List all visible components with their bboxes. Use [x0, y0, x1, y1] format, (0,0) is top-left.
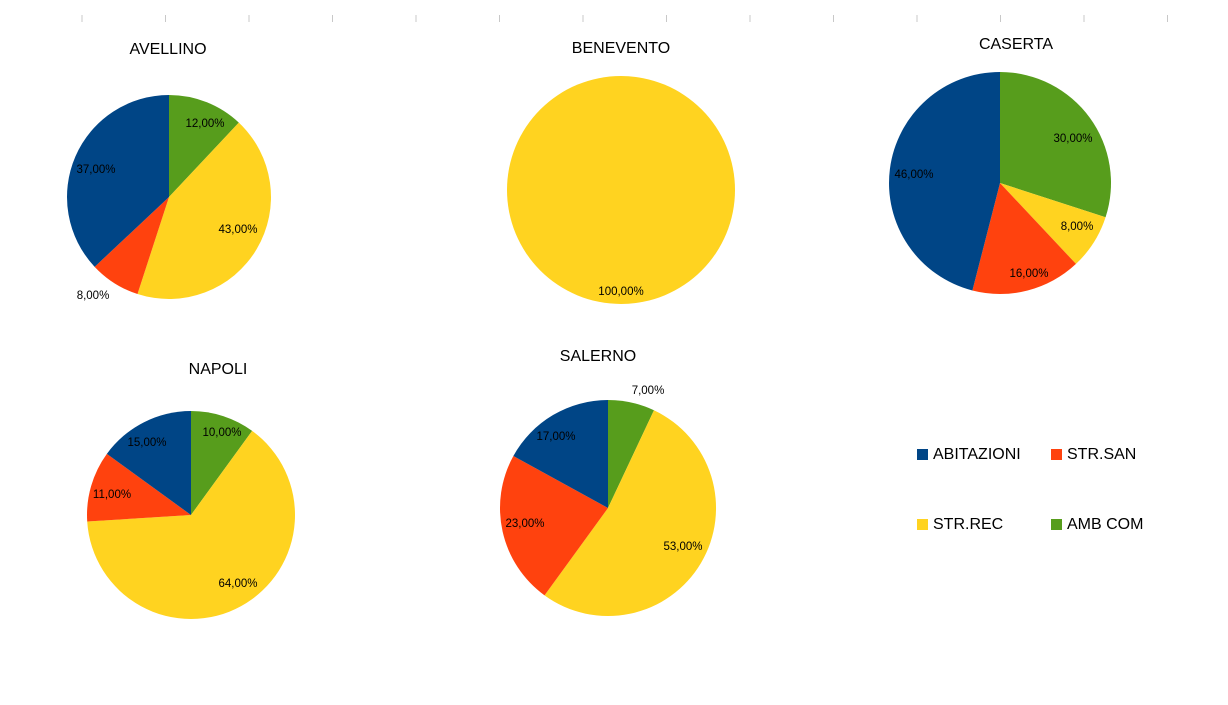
pie-title: SALERNO	[560, 348, 636, 365]
pie-slice-amb-com	[169, 95, 239, 197]
pie-title: BENEVENTO	[572, 40, 670, 57]
legend-label: ABITAZIONI	[933, 446, 1021, 463]
slice-label-str-san: 16,00%	[1009, 268, 1048, 280]
legend: ABITAZIONI STR.SAN STR.REC AMB COM	[917, 446, 1143, 533]
slice-label-abitazioni: 17,00%	[536, 431, 575, 443]
pie-chart-caserta: CASERTA 30,00% 8,00% 16,00% 46,00%	[889, 36, 1112, 294]
pie-slice-str-san	[972, 183, 1076, 294]
pie-slice-abitazioni	[67, 95, 169, 267]
legend-item-abitazioni: ABITAZIONI	[917, 446, 1021, 463]
slice-label-amb-com: 12,00%	[185, 118, 224, 130]
top-ruler	[81, 15, 1168, 22]
legend-swatch	[917, 449, 928, 460]
pie-slice-str-rec	[507, 76, 735, 304]
pie-slice-abitazioni	[513, 400, 608, 508]
slice-label-amb-com: 30,00%	[1053, 133, 1092, 145]
pie-title: CASERTA	[979, 36, 1053, 53]
pie-slice-abitazioni	[106, 411, 191, 515]
pie-slice-str-rec	[544, 410, 717, 617]
legend-swatch	[1051, 449, 1062, 460]
pie-slice-str-san	[87, 453, 191, 522]
pie-charts-group: AVELLINO 12,00% 43,00% 8,00% 37,00% BENEVENTO…	[67, 36, 1112, 620]
legend-swatch	[917, 519, 928, 530]
pie-title: AVELLINO	[129, 41, 206, 58]
slice-label-str-san: 11,00%	[93, 489, 131, 501]
slice-label-abitazioni: 46,00%	[894, 169, 933, 181]
pie-slice-str-rec	[137, 122, 271, 299]
pie-chart-salerno: SALERNO 7,00% 53,00% 23,00% 17,00%	[500, 348, 717, 617]
slice-label-str-rec: 64,00%	[218, 578, 257, 590]
slice-label-str-rec: 43,00%	[218, 224, 257, 236]
legend-label: AMB COM	[1067, 516, 1143, 533]
pie-slice-abitazioni	[889, 72, 1000, 291]
legend-label: STR.REC	[933, 516, 1003, 533]
slice-label-str-rec: 100,00%	[598, 286, 643, 298]
pie-title: NAPOLI	[189, 361, 248, 378]
slice-label-amb-com: 7,00%	[632, 385, 665, 397]
slice-label-str-san: 8,00%	[77, 290, 110, 302]
slice-label-abitazioni: 15,00%	[127, 437, 166, 449]
pie-slice-amb-com	[191, 411, 253, 515]
slice-label-abitazioni: 37,00%	[76, 164, 115, 176]
pie-slice-str-rec	[1000, 183, 1106, 264]
legend-item-str-san: STR.SAN	[1051, 446, 1136, 463]
slice-label-str-rec: 8,00%	[1061, 221, 1094, 233]
slice-label-amb-com: 10,00%	[202, 427, 241, 439]
legend-label: STR.SAN	[1067, 446, 1136, 463]
pie-slice-amb-com	[608, 400, 654, 508]
pie-slice-str-san	[94, 197, 169, 295]
legend-swatch	[1051, 519, 1062, 530]
pie-chart-napoli: NAPOLI 10,00% 64,00% 11,00% 15,00%	[87, 361, 296, 620]
slice-label-str-san: 23,00%	[505, 518, 544, 530]
legend-item-amb-com: AMB COM	[1051, 516, 1143, 533]
legend-item-str-rec: STR.REC	[917, 516, 1003, 533]
pie-slice-str-rec	[87, 430, 296, 620]
pie-slice-str-san	[500, 455, 608, 596]
pie-chart-avellino: AVELLINO 12,00% 43,00% 8,00% 37,00%	[67, 41, 271, 302]
pie-slice-amb-com	[1000, 72, 1112, 218]
pie-chart-benevento: BENEVENTO 100,00%	[507, 40, 735, 304]
slice-label-str-rec: 53,00%	[663, 541, 702, 553]
